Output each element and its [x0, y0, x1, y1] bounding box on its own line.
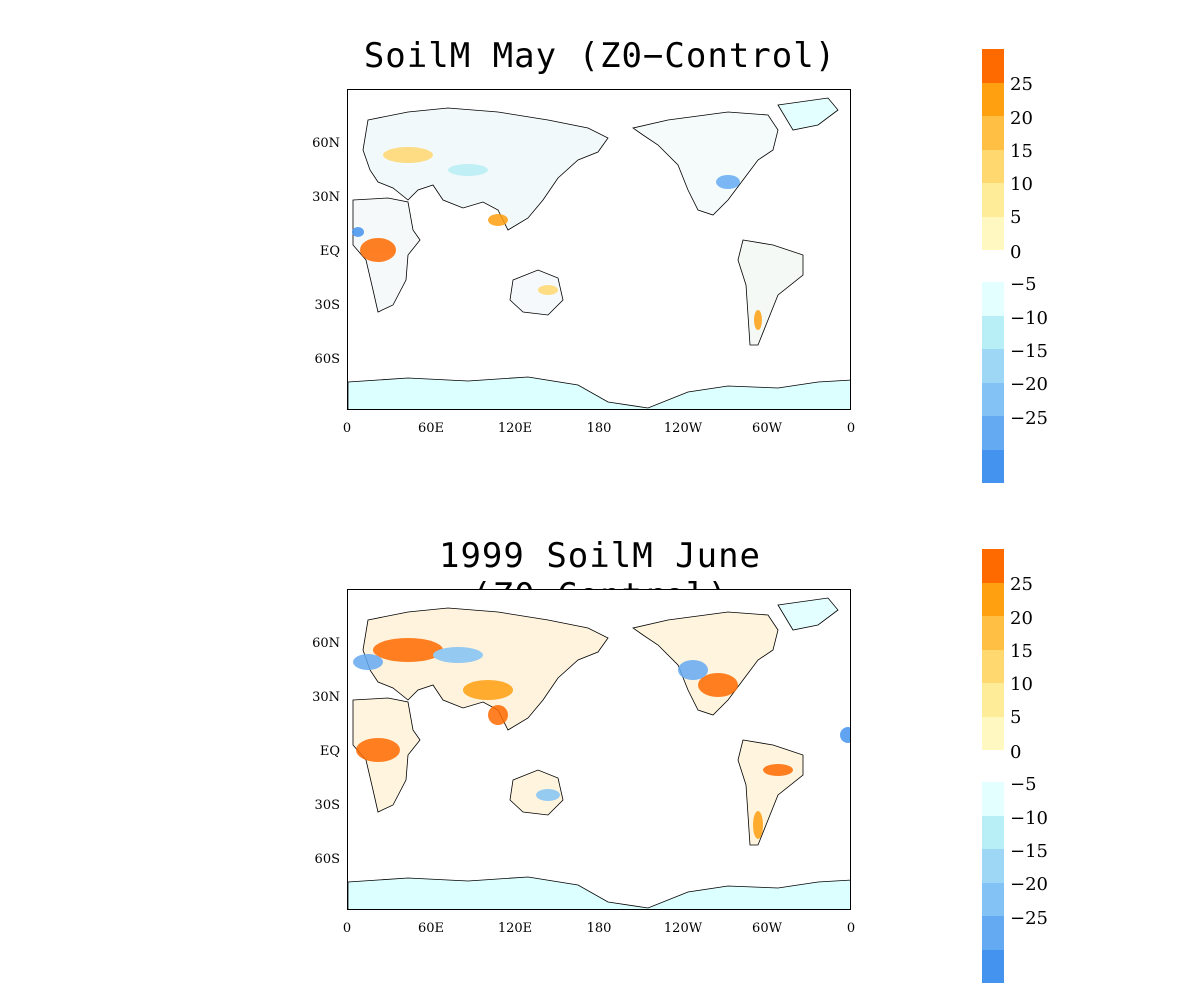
panel-june: 1999 SoilM June (Z0−Control)	[0, 500, 1200, 1000]
colorbar-label: 10	[1010, 674, 1033, 695]
north-america	[632, 111, 779, 216]
lat-label-60s: 60S	[314, 852, 340, 867]
colorbar-label: −20	[1010, 874, 1048, 895]
lon-label-120w: 120W	[663, 921, 703, 936]
colorbar-swatch	[982, 149, 1004, 183]
lat-label-eq: EQ	[319, 744, 340, 759]
lat-label-60n: 60N	[312, 136, 340, 151]
world-map	[347, 89, 851, 410]
colorbar-label: 0	[1010, 742, 1022, 763]
colorbar-label: 0	[1010, 242, 1022, 263]
colorbar-label: 20	[1010, 108, 1033, 129]
lon-label-60w: 60W	[752, 421, 782, 436]
colorbar-swatch	[982, 815, 1004, 849]
lon-label-180: 180	[586, 421, 612, 436]
map-title: SoilM May (Z0−Control)	[363, 36, 837, 76]
lat-label-30s: 30S	[314, 298, 340, 313]
colorbar-swatch	[982, 582, 1004, 616]
colorbar-swatch	[982, 416, 1004, 450]
lon-label-60e: 60E	[417, 921, 445, 936]
colorbar-label: −5	[1010, 274, 1037, 295]
lon-label-0-end: 0	[846, 921, 856, 936]
lat-label-60s: 60S	[314, 352, 340, 367]
lon-label-60w: 60W	[752, 921, 782, 936]
eurasia	[362, 607, 609, 731]
lon-label-120w: 120W	[663, 421, 703, 436]
colorbar-label: −10	[1010, 308, 1048, 329]
antarctica	[348, 876, 850, 909]
lon-label-120e: 120E	[497, 921, 533, 936]
lon-label-180: 180	[586, 921, 612, 936]
north-america	[632, 611, 779, 716]
colorbar-swatch	[982, 449, 1004, 483]
lon-label-0: 0	[342, 921, 352, 936]
colorbar-swatch	[982, 683, 1004, 717]
colorbar-label: 5	[1010, 207, 1022, 228]
colorbar-swatch	[982, 183, 1004, 217]
australia	[509, 269, 564, 316]
colorbar-label: 20	[1010, 608, 1033, 629]
colorbar-swatch	[982, 116, 1004, 150]
colorbar-label: −15	[1010, 341, 1048, 362]
colorbar-label: 5	[1010, 707, 1022, 728]
lat-label-30s: 30S	[314, 798, 340, 813]
greenland	[777, 597, 839, 631]
colorbar-swatch	[982, 649, 1004, 683]
colorbar-label: 10	[1010, 174, 1033, 195]
colorbar-swatch	[982, 849, 1004, 883]
south-america	[737, 239, 804, 346]
lat-label-eq: EQ	[319, 244, 340, 259]
colorbar-may: 25 20 15 10 5 0 −5 −10 −15 −20 −25	[982, 49, 1048, 483]
colorbar-swatch	[982, 382, 1004, 416]
colorbar-label: −10	[1010, 808, 1048, 829]
colorbar-swatch	[982, 949, 1004, 983]
south-america	[737, 739, 804, 846]
colorbar-swatch	[982, 282, 1004, 316]
colorbar-swatch	[982, 49, 1004, 83]
colorbar-swatch	[982, 716, 1004, 750]
colorbar-swatch	[982, 216, 1004, 250]
lon-label-120e: 120E	[497, 421, 533, 436]
colorbar-swatch	[982, 349, 1004, 383]
colorbar-swatch	[982, 82, 1004, 116]
colorbar-label: −5	[1010, 774, 1037, 795]
colorbar-label: 15	[1010, 141, 1033, 162]
lat-label-30n: 30N	[312, 190, 340, 205]
lon-label-0-end: 0	[846, 421, 856, 436]
lat-label-30n: 30N	[312, 690, 340, 705]
colorbar-june: 25 20 15 10 5 0 −5 −10 −15 −20 −25	[982, 549, 1048, 983]
australia	[509, 769, 564, 816]
panel-may: SoilM May (Z0−Control)	[312, 36, 1048, 483]
colorbar-swatch	[982, 549, 1004, 583]
antarctica	[348, 376, 850, 409]
colorbar-label: −25	[1010, 408, 1048, 429]
colorbar-swatch	[982, 882, 1004, 916]
colorbar-swatch	[982, 782, 1004, 816]
colorbar-label: −20	[1010, 374, 1048, 395]
colorbar-label: −25	[1010, 908, 1048, 929]
colorbar-swatch	[982, 916, 1004, 950]
colorbar-label: 15	[1010, 641, 1033, 662]
colorbar-label: 25	[1010, 74, 1033, 95]
lat-label-60n: 60N	[312, 636, 340, 651]
world-map	[347, 589, 851, 910]
colorbar-swatch	[982, 315, 1004, 349]
colorbar-label: 25	[1010, 574, 1033, 595]
lon-label-0: 0	[342, 421, 352, 436]
lon-label-60e: 60E	[417, 421, 445, 436]
greenland	[777, 97, 839, 131]
colorbar-label: −15	[1010, 841, 1048, 862]
colorbar-swatch	[982, 616, 1004, 650]
